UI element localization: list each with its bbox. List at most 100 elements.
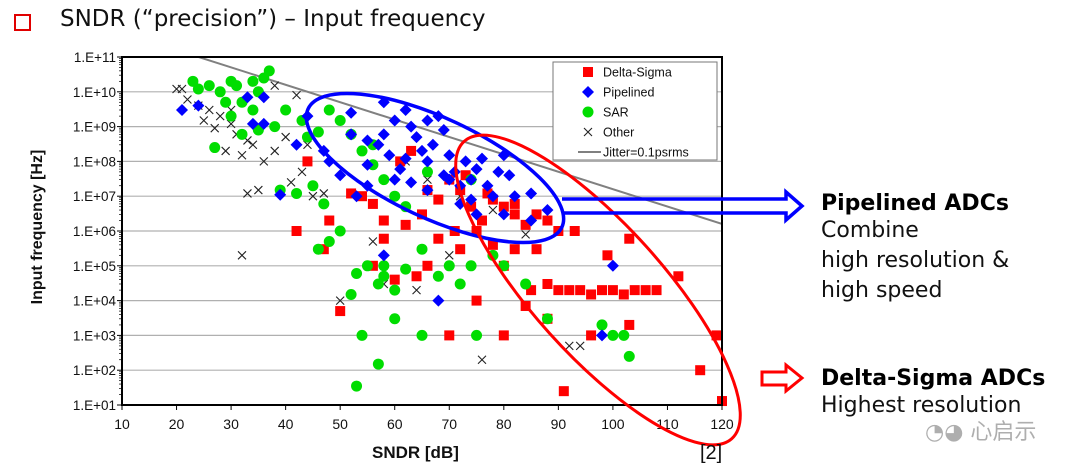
point-pipelined (345, 106, 358, 119)
point-other (297, 167, 307, 177)
point-delta-sigma (417, 209, 427, 220)
y-tick-label: 1.E+10 (73, 85, 116, 100)
point-delta-sigma (624, 233, 635, 244)
point-delta-sigma (586, 289, 597, 300)
point-delta-sigma (324, 215, 335, 226)
point-delta-sigma (509, 209, 520, 220)
point-pipelined (377, 249, 390, 262)
point-pipelined (470, 208, 483, 221)
pipelined-arrow-icon (562, 188, 805, 224)
y-tick-label: 1.E+09 (73, 120, 116, 135)
point-delta-sigma (395, 156, 406, 167)
point-other (368, 237, 378, 246)
point-pipelined (361, 158, 374, 171)
y-tick-label: 1.E+03 (73, 328, 116, 343)
point-sar (323, 104, 335, 116)
watermark-text: 心启示 (970, 420, 1037, 445)
point-delta-sigma (575, 285, 586, 296)
point-sar (356, 145, 368, 157)
point-delta-sigma (498, 201, 509, 212)
point-other (177, 84, 187, 94)
y-tick-label: 1.E+08 (73, 154, 116, 169)
point-delta-sigma (378, 215, 389, 226)
point-delta-sigma (640, 285, 651, 296)
point-sar (400, 263, 412, 275)
point-sar (269, 121, 281, 133)
legend-label: Other (603, 126, 634, 140)
point-other (259, 157, 269, 166)
point-sar (454, 278, 466, 290)
data-points (172, 65, 727, 407)
x-tick-label: 100 (601, 416, 625, 432)
point-sar (520, 278, 532, 290)
point-pipelined (290, 138, 303, 151)
point-delta-sigma (542, 278, 553, 289)
y-tick-label: 1.E+11 (74, 50, 116, 65)
point-delta-sigma (482, 188, 493, 199)
x-tick-label: 50 (332, 416, 348, 432)
point-delta-sigma (422, 260, 433, 271)
point-pipelined (443, 173, 456, 186)
slide-title: SNDR (“precision”) – Input frequency (60, 6, 486, 32)
point-other (319, 189, 329, 198)
point-sar (443, 260, 455, 272)
y-tick-label: 1.E+04 (73, 294, 117, 309)
point-other (308, 191, 318, 201)
point-other (488, 205, 498, 215)
point-sar (378, 174, 390, 186)
y-tick-label: 1.E+06 (73, 224, 116, 239)
point-sar (372, 278, 384, 290)
legend-label: Pipelined (603, 86, 654, 100)
point-sar (361, 260, 373, 272)
point-pipelined (274, 188, 287, 201)
point-sar (323, 235, 335, 247)
note-title: Pipelined ADCs (821, 191, 1009, 216)
point-sar (334, 114, 346, 126)
point-sar (596, 319, 608, 331)
point-sar (416, 329, 428, 341)
point-sar (607, 329, 619, 341)
point-pipelined (192, 99, 205, 112)
x-tick-label: 40 (278, 416, 294, 432)
point-delta-sigma (389, 274, 400, 285)
point-sar (307, 180, 319, 192)
pipelined-ellipse (304, 91, 566, 245)
point-pipelined (432, 294, 445, 307)
point-pipelined (470, 163, 483, 176)
point-sar (214, 86, 226, 98)
point-other (477, 355, 487, 365)
x-tick-label: 20 (169, 416, 185, 432)
y-tick-label: 1.E+07 (73, 189, 116, 204)
x-axis-label: SNDR [dB] (372, 443, 459, 462)
x-tick-label: 90 (551, 416, 567, 432)
point-delta-sigma (455, 244, 466, 255)
point-pipelined (241, 91, 254, 104)
point-pipelined (459, 155, 472, 168)
point-other (303, 140, 312, 150)
point-sar (252, 124, 264, 136)
point-sar (312, 126, 324, 138)
point-sar (236, 128, 248, 140)
point-sar (389, 190, 401, 202)
point-pipelined (426, 138, 439, 151)
legend: Delta-Sigma Pipelined SAR Other Jitter=0.1ps… (552, 61, 718, 161)
point-sar (416, 243, 428, 255)
x-tick-label: 120 (710, 416, 734, 432)
point-pipelined (334, 169, 347, 182)
point-sar (471, 329, 483, 341)
legend-marker (583, 67, 593, 77)
point-pipelined (416, 144, 428, 157)
point-pipelined (257, 117, 270, 130)
point-pipelined (405, 176, 418, 189)
point-delta-sigma (471, 295, 482, 306)
point-pipelined (394, 163, 407, 176)
point-pipelined (596, 329, 608, 342)
y-tick-label: 1.E+02 (73, 363, 116, 378)
point-pipelined (541, 204, 554, 217)
point-other (221, 146, 231, 156)
point-sar (247, 104, 259, 116)
point-sar (351, 380, 363, 392)
point-delta-sigma (629, 285, 640, 296)
point-delta-sigma (433, 194, 444, 205)
